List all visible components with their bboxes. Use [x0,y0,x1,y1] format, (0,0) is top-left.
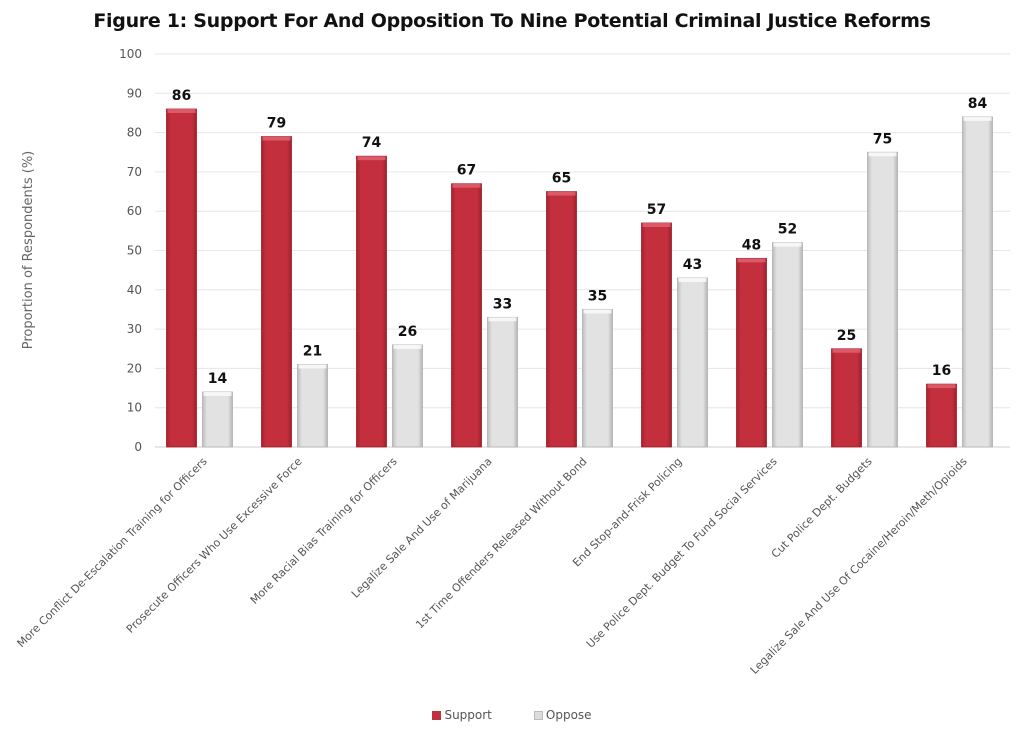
bars [166,108,993,448]
data-label-support: 48 [742,237,761,253]
data-label-support: 74 [362,135,382,151]
bar-oppose [867,151,898,448]
data-label-oppose: 43 [683,257,702,273]
x-category-label: More Racial Bias Training for Officers [248,455,400,607]
bar-highlight [868,152,897,157]
legend-swatch-oppose [533,710,543,720]
legend-label-support: Support [444,708,492,722]
data-label-oppose: 33 [493,296,512,312]
y-tick-label: 60 [127,204,142,218]
bar-oppose [202,391,233,448]
y-tick-label: 20 [127,361,142,375]
bar-highlight [393,344,422,349]
bar-highlight [642,222,671,227]
bar-oppose [297,364,328,448]
data-label-oppose: 14 [208,371,228,387]
y-tick-label: 0 [134,440,142,454]
bar-highlight [583,309,612,314]
x-category-label: Prosecute Officers Who Use Excessive For… [124,455,305,636]
y-tick-label: 10 [127,401,142,415]
data-label-support: 57 [647,202,666,218]
bar-highlight [488,317,517,322]
data-label-oppose: 52 [778,222,797,238]
bar-highlight [678,278,707,283]
bar-support [356,155,387,448]
x-axis-category-labels: More Conflict De-Escalation Training for… [15,455,970,677]
bar-support [166,108,197,448]
y-tick-label: 40 [127,283,142,297]
y-axis-label: Proportion of Respondents (%) [21,151,36,350]
x-category-label: End Stop-and-Frisk Policing [570,455,684,569]
bar-highlight [737,258,766,263]
bar-support [926,383,957,448]
bar-support [641,222,672,448]
data-label-oppose: 84 [968,96,988,112]
data-label-support: 79 [267,116,286,132]
bar-oppose [392,344,423,448]
bar-highlight [167,109,196,114]
bar-highlight [773,242,802,247]
y-axis-ticks: 0 10 20 30 40 50 60 70 80 90 100 [119,47,142,454]
x-category-label: More Conflict De-Escalation Training for… [15,455,210,650]
data-label-support: 25 [837,328,856,344]
bar-highlight [963,116,992,121]
bar-support [261,136,292,448]
bar-highlight [927,384,956,389]
data-label-oppose: 75 [873,131,892,147]
y-tick-label: 100 [119,47,142,61]
bar-oppose [962,116,993,448]
bar-highlight [452,183,481,188]
legend: Support Oppose [0,708,1024,722]
legend-label-oppose: Oppose [545,708,592,722]
chart-title: Figure 1: Support For And Opposition To … [93,10,931,32]
data-label-oppose: 35 [588,288,607,304]
bar-oppose [582,309,613,448]
data-label-support: 65 [552,171,571,187]
bar-highlight [547,191,576,196]
bar-support [736,257,767,448]
x-category-label: Cut Police Dept. Budgets [769,455,875,561]
data-label-oppose: 26 [398,324,417,340]
y-tick-label: 50 [127,244,142,258]
bar-oppose [677,277,708,448]
x-category-label: 1st Time Offenders Released Without Bond [413,455,590,632]
bar-highlight [832,348,861,353]
data-label-support: 16 [932,363,951,379]
bar-support [831,348,862,448]
bar-highlight [298,364,327,369]
bar-support [546,191,577,448]
bar-highlight [262,136,291,141]
y-tick-label: 70 [127,165,142,179]
bar-support [451,183,482,448]
legend-swatch-support [432,710,442,720]
y-tick-label: 80 [127,126,142,140]
data-labels: 86 14 79 21 74 26 67 33 65 35 57 43 48 52 25 75 16 84 [172,88,988,387]
x-category-label: Legalize Sale And Use Of Cocaine/Heroin/… [748,455,970,677]
legend-item-support: Support [432,708,492,722]
data-label-support: 86 [172,88,191,104]
y-tick-label: 90 [127,86,142,100]
y-tick-label: 30 [127,322,142,336]
x-category-label: Use Police Dept. Budget To Fund Social S… [584,455,780,651]
bar-oppose [772,242,803,448]
bar-highlight [203,391,232,396]
data-label-support: 67 [457,163,476,179]
bar-highlight [357,156,386,161]
legend-item-oppose: Oppose [533,708,592,722]
data-label-oppose: 21 [303,343,322,359]
bar-oppose [487,316,518,448]
